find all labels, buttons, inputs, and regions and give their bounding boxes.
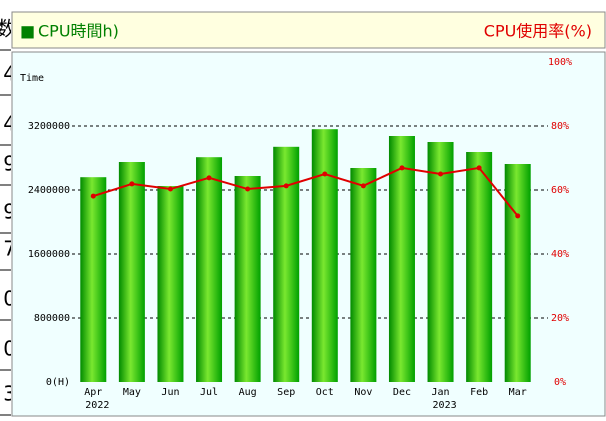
left-title: CPU時間h)	[38, 22, 119, 41]
table-cell: 4	[3, 62, 16, 86]
y-tick-label: 0(H)	[46, 377, 70, 388]
line-point	[438, 171, 444, 177]
line-point	[476, 165, 482, 171]
table-cell: 3	[3, 382, 16, 406]
line-point	[167, 186, 173, 192]
table-cell: 0	[3, 287, 16, 311]
y2-tick-label: 20%	[551, 313, 569, 324]
x-tick-label: Feb	[470, 387, 488, 398]
line-point	[129, 181, 135, 187]
right-title: CPU使用率(%)	[484, 22, 592, 41]
line	[92, 166, 519, 217]
legend-swatch: ■	[20, 22, 35, 41]
line-point	[283, 183, 289, 189]
bar	[234, 176, 261, 382]
bar	[466, 152, 493, 382]
table-cell: 4	[3, 112, 16, 136]
bar	[388, 136, 415, 382]
x-tick-label: Apr	[84, 387, 102, 398]
x-tick-label: Aug	[239, 387, 257, 398]
x-tick-label: Oct	[316, 387, 334, 398]
x-tick-label: Jun	[161, 387, 179, 398]
y-tick-label: 2400000	[28, 185, 70, 196]
y2-tick-label: 40%	[551, 249, 569, 260]
bar	[196, 157, 223, 382]
bar	[311, 129, 338, 382]
header-bar	[11, 11, 606, 49]
table-cell: 9	[3, 152, 16, 176]
table-cell: 7	[3, 237, 16, 261]
table-cell: 9	[3, 200, 16, 224]
axis-title: Time	[20, 73, 44, 84]
cropped-table: 数 4 4 9 9 7 0 0 3	[0, 17, 16, 416]
year-label: 2023	[433, 400, 457, 411]
y2-tick-label: 0%	[554, 377, 566, 388]
line-point	[399, 165, 405, 171]
x-tick-label: Nov	[354, 387, 372, 398]
y-tick-label: 800000	[34, 313, 70, 324]
x-tick-label: Mar	[509, 387, 527, 398]
x-tick-label: Dec	[393, 387, 411, 398]
x-tick-label: Jul	[200, 387, 218, 398]
x-tick-label: Jan	[432, 387, 450, 398]
y-tick-label: 1600000	[28, 249, 70, 260]
line-point	[206, 175, 212, 181]
table-cell: 0	[3, 337, 16, 361]
year-label: 2022	[85, 400, 109, 411]
bar	[80, 177, 107, 382]
bar	[427, 142, 454, 382]
line-point	[245, 186, 251, 192]
line-point	[515, 213, 521, 219]
x-tick-label: Sep	[277, 387, 295, 398]
y-tick-label: 3200000	[28, 121, 70, 132]
y2-tick-label: 60%	[551, 185, 569, 196]
bar	[157, 186, 184, 382]
y2-tick-label: 100%	[548, 57, 572, 68]
x-tick-label: May	[123, 387, 141, 398]
table-cell: 数	[0, 17, 16, 41]
bar	[504, 164, 531, 382]
y2-tick-label: 80%	[551, 121, 569, 132]
line-point	[360, 183, 366, 189]
bar	[118, 162, 145, 382]
bar	[350, 168, 377, 382]
line-point	[90, 193, 96, 199]
line-point	[322, 171, 328, 177]
